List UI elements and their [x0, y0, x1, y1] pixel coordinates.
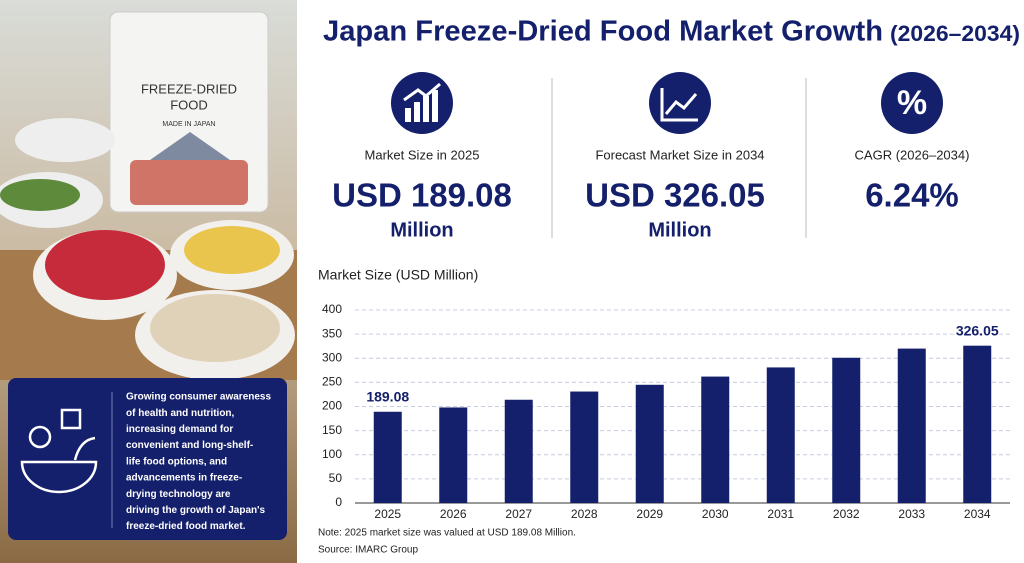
x-tick-label: 2029	[636, 507, 663, 521]
sidebar-text: life food options, and	[126, 456, 227, 467]
x-tick-label: 2028	[571, 507, 598, 521]
x-tick-label: 2034	[964, 507, 991, 521]
y-tick-label: 50	[329, 471, 343, 485]
value-label: 189.08	[366, 388, 409, 404]
title-years: (2026–2034)	[890, 21, 1020, 46]
x-tick-label: 2025	[374, 507, 401, 521]
bar	[373, 411, 402, 503]
bar	[635, 384, 664, 503]
y-tick-label: 200	[322, 399, 342, 413]
bag-text: FREEZE-DRIED	[141, 81, 237, 96]
note: Note: 2025 market size was valued at USD…	[318, 528, 576, 539]
y-tick-label: 100	[322, 447, 342, 461]
trend-icon	[403, 82, 441, 102]
mountain-icon	[150, 132, 230, 160]
bar	[963, 345, 992, 503]
sidebar-text: drying technology are	[126, 489, 231, 500]
sidebar-text: of health and nutrition,	[126, 408, 235, 419]
stat-icon	[391, 72, 453, 134]
sidebar-text: convenient and long-shelf-	[126, 440, 253, 451]
chart-title: Market Size (USD Million)	[318, 267, 478, 283]
corn	[184, 226, 280, 274]
bar	[570, 391, 599, 503]
stat-icon	[649, 72, 711, 134]
bag-text: FOOD	[170, 97, 208, 112]
stat-unit: Million	[390, 219, 453, 241]
stat-value: 6.24%	[865, 177, 959, 214]
y-tick-label: 250	[322, 375, 342, 389]
sidebar-text: increasing demand for	[126, 424, 233, 435]
y-tick-label: 0	[335, 495, 342, 509]
x-tick-label: 2032	[833, 507, 860, 521]
bar	[832, 357, 861, 503]
y-tick-label: 150	[322, 423, 342, 437]
x-tick-label: 2033	[898, 507, 925, 521]
stat-label: Market Size in 2025	[365, 147, 480, 162]
bar	[504, 399, 533, 503]
source: Source: IMARC Group	[318, 545, 418, 556]
sidebar-text: freeze-dried food market.	[126, 521, 246, 532]
x-tick-label: 2031	[767, 507, 794, 521]
bar	[701, 376, 730, 503]
y-tick-label: 350	[322, 326, 342, 340]
sidebar-text: advancements in freeze-	[126, 473, 242, 484]
mushrooms	[150, 294, 280, 362]
peas	[0, 179, 80, 211]
stat-label: CAGR (2026–2034)	[855, 147, 970, 162]
bag-text: MADE IN JAPAN	[162, 121, 215, 128]
stat-label: Forecast Market Size in 2034	[595, 147, 764, 162]
stat-value: USD 326.05	[585, 177, 765, 214]
bar	[897, 348, 926, 503]
y-tick-label: 400	[322, 302, 342, 316]
percent-icon: %	[897, 84, 927, 122]
bag-window	[130, 160, 248, 205]
stat-icon	[881, 72, 943, 134]
stat-value: USD 189.08	[332, 177, 512, 214]
sidebar-text: Growing consumer awareness	[126, 392, 271, 403]
bowl	[15, 118, 115, 162]
bar-icon	[405, 90, 438, 122]
bar	[766, 367, 795, 503]
line-icon	[660, 88, 698, 122]
x-tick-label: 2027	[505, 507, 532, 521]
bar	[439, 407, 468, 503]
title: Japan Freeze-Dried Food Market Growth	[323, 16, 883, 48]
sidebar-text: driving the growth of Japan's	[126, 505, 265, 516]
strawberries	[45, 230, 165, 300]
food-icon	[20, 408, 98, 494]
stat-unit: Million	[648, 219, 711, 241]
x-tick-label: 2030	[702, 507, 729, 521]
x-tick-label: 2026	[440, 507, 467, 521]
sidebar-box	[8, 378, 287, 540]
y-tick-label: 300	[322, 350, 342, 364]
value-label: 326.05	[956, 322, 999, 338]
